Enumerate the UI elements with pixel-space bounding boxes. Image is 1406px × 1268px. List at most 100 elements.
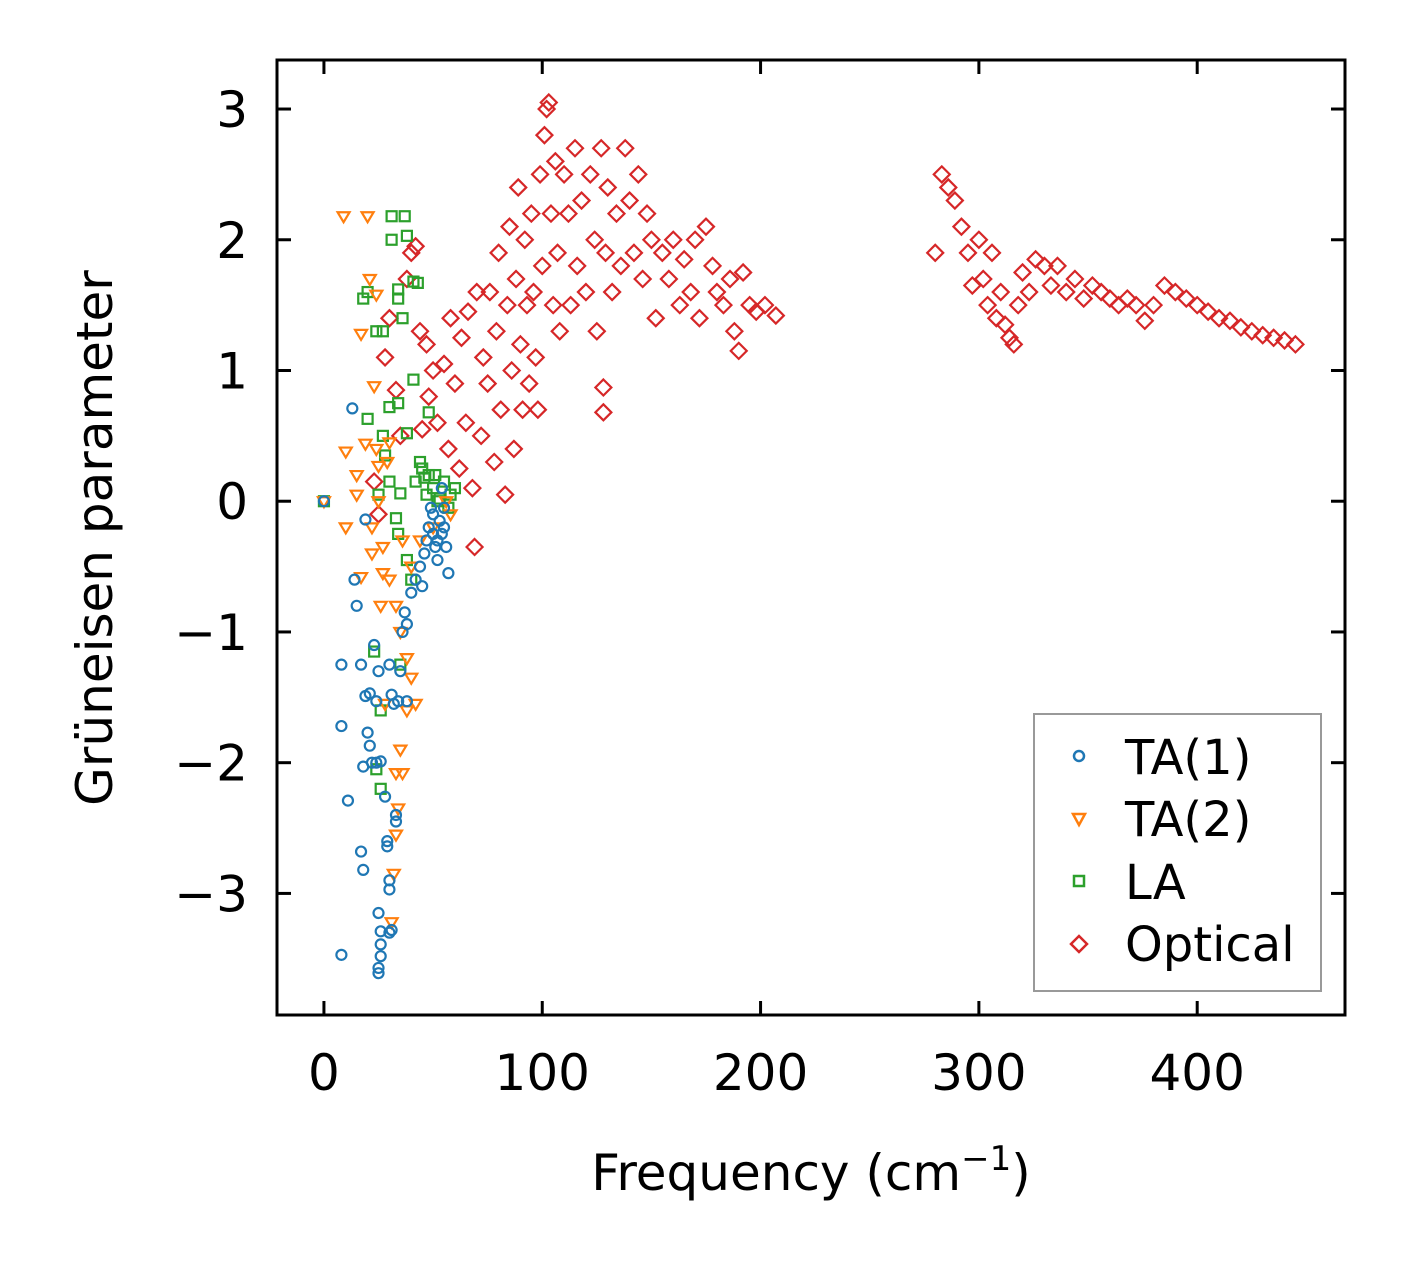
point-ta1 (363, 687, 376, 700)
point-optical (1012, 262, 1033, 282)
point-ta1 (383, 658, 396, 671)
point-optical (969, 230, 989, 250)
point-optical (1242, 321, 1262, 341)
point-optical (596, 243, 616, 263)
point-ta2 (368, 443, 385, 458)
point-ta2 (364, 522, 380, 536)
point-optical (1154, 275, 1175, 296)
point-ta2 (412, 535, 428, 549)
point-optical (456, 413, 476, 433)
point-optical (1074, 289, 1094, 309)
point-optical (593, 402, 613, 422)
point-ta1 (317, 495, 331, 508)
point-la (394, 487, 407, 500)
point-ta1 (398, 606, 411, 619)
point-ta2 (348, 469, 365, 484)
x-tick-label: 300 (931, 1044, 1026, 1102)
point-ta2 (364, 548, 380, 562)
point-la (411, 276, 424, 289)
point-optical (558, 204, 579, 224)
point-optical (689, 308, 709, 328)
point-la (420, 488, 433, 501)
legend-label-la: LA (1125, 855, 1186, 911)
point-optical (724, 321, 744, 341)
point-ta2 (398, 653, 415, 667)
point-optical (458, 302, 478, 322)
point-optical (486, 321, 506, 341)
point-la (368, 645, 381, 658)
point-ta1 (374, 950, 387, 963)
point-ta1 (335, 719, 348, 733)
point-optical (545, 151, 565, 171)
point-ta1 (409, 573, 422, 586)
point-ta2 (398, 705, 415, 719)
point-optical (1285, 334, 1305, 354)
point-ta2 (348, 489, 365, 503)
x-tick-label: 200 (713, 1044, 808, 1102)
point-optical (438, 439, 458, 459)
point-optical (515, 230, 535, 250)
point-optical (571, 190, 592, 211)
point-optical (620, 190, 640, 211)
point-optical (1198, 302, 1218, 322)
legend-marker-ta1 (1072, 749, 1086, 763)
point-optical (1143, 295, 1164, 315)
point-optical (755, 295, 775, 315)
point-optical (580, 164, 600, 184)
point-ta1 (435, 527, 448, 541)
point-optical (1117, 289, 1137, 309)
point-optical (364, 472, 384, 492)
point-ta1 (372, 961, 385, 975)
point-optical (484, 452, 504, 472)
point-ta1 (394, 665, 407, 678)
point-ta1 (420, 534, 433, 547)
point-la (361, 412, 374, 425)
point-ta1 (363, 739, 376, 752)
point-la (385, 233, 398, 246)
point-ta2 (374, 568, 391, 582)
point-optical (521, 204, 541, 224)
point-ta2 (394, 535, 411, 549)
legend-marker-ta2 (1070, 812, 1088, 828)
point-optical (550, 321, 570, 341)
point-ta2 (388, 829, 404, 843)
point-optical (1231, 317, 1251, 337)
point-optical (1082, 275, 1102, 296)
point-ta1 (389, 815, 403, 828)
x-tick-label: 0 (308, 1044, 340, 1102)
point-optical (565, 138, 585, 158)
point-optical (1004, 334, 1024, 354)
point-ta1 (424, 501, 438, 514)
point-ta1 (374, 755, 387, 768)
point-optical (598, 177, 618, 198)
point-optical (445, 374, 465, 394)
point-ta1 (400, 695, 413, 708)
point-optical (615, 138, 635, 158)
point-la (413, 455, 427, 469)
point-optical (951, 217, 971, 237)
point-optical (530, 164, 550, 184)
point-optical (652, 243, 672, 263)
point-ta2 (374, 541, 391, 556)
point-ta1 (383, 926, 396, 939)
point-ta2 (359, 211, 376, 225)
point-optical (938, 177, 958, 198)
x-axis-label: Frequency (cm−1) (591, 1139, 1031, 1202)
point-ta1 (372, 665, 385, 678)
point-optical (567, 256, 587, 276)
point-optical (416, 334, 437, 354)
point-optical (508, 177, 528, 198)
point-optical (1041, 275, 1061, 296)
axis-ticks: 0 100 200 300 400 3 2 1 0 −1 −2 −3 (174, 60, 1345, 1102)
point-optical (534, 125, 554, 145)
y-axis-label: Grüneisen parameter (66, 270, 124, 806)
y-tick-label: −3 (174, 865, 248, 923)
point-ta1 (400, 618, 413, 631)
point-optical (1264, 328, 1284, 348)
point-ta1 (413, 560, 427, 573)
point-optical (406, 236, 426, 256)
point-optical (449, 458, 469, 479)
point-ta2 (383, 917, 400, 931)
point-optical (973, 269, 993, 289)
point-la (422, 406, 435, 419)
